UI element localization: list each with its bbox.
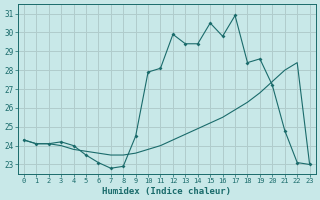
X-axis label: Humidex (Indice chaleur): Humidex (Indice chaleur) [102, 187, 231, 196]
